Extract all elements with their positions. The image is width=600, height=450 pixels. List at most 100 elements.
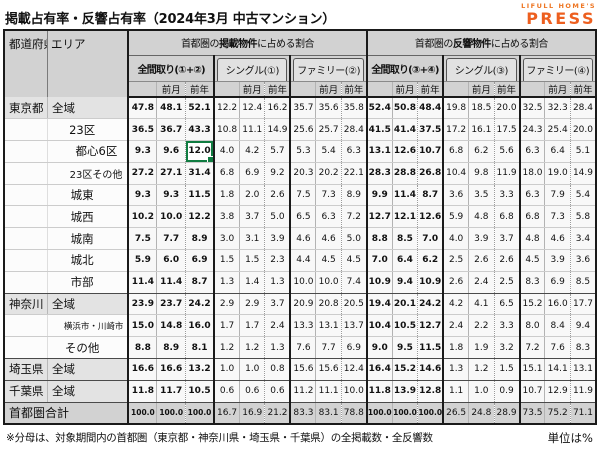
response-family-header[interactable]: ファミリー(④) xyxy=(518,55,596,81)
value-cell[interactable]: 4.2 xyxy=(442,293,469,316)
value-cell[interactable]: 1.0 xyxy=(468,380,495,403)
value-cell[interactable]: 15.1 xyxy=(518,358,545,381)
value-cell[interactable]: 4.8 xyxy=(468,205,495,229)
value-cell[interactable]: 4.5 xyxy=(518,249,545,272)
value-cell[interactable]: 23.7 xyxy=(156,293,186,316)
response-single-header[interactable]: シングル(③) xyxy=(442,55,520,81)
value-cell[interactable]: 83.3 xyxy=(289,402,316,425)
value-cell[interactable]: 5.7 xyxy=(264,140,291,163)
value-cell[interactable]: 27.2 xyxy=(127,162,157,185)
value-cell[interactable]: 6.9 xyxy=(239,162,265,185)
value-cell[interactable]: 3.0 xyxy=(213,227,240,251)
value-cell[interactable]: 16.7 xyxy=(213,402,240,425)
value-cell[interactable]: 1.7 xyxy=(213,314,240,338)
value-cell[interactable]: 0.8 xyxy=(264,358,291,381)
value-cell[interactable]: 19.0 xyxy=(544,162,571,185)
value-cell[interactable]: 15.2 xyxy=(391,358,418,381)
value-cell[interactable]: 20.0 xyxy=(493,97,520,120)
prev-month-subheader[interactable]: 前月 xyxy=(156,80,186,98)
value-cell[interactable]: 1.1 xyxy=(442,380,469,403)
value-cell[interactable]: 3.6 xyxy=(442,184,469,207)
value-cell[interactable]: 2.5 xyxy=(493,271,520,294)
value-cell[interactable]: 10.0 xyxy=(156,205,186,229)
value-cell[interactable]: 10.7 xyxy=(518,380,545,403)
value-cell[interactable]: 13.9 xyxy=(391,380,418,403)
listing-single-header[interactable]: シングル(①) xyxy=(213,55,291,81)
value-cell[interactable]: 12.8 xyxy=(417,380,444,403)
prev-year-subheader[interactable]: 前年 xyxy=(417,80,444,98)
value-cell[interactable]: 35.7 xyxy=(289,97,316,120)
value-cell[interactable]: 19.4 xyxy=(365,293,393,316)
value-cell[interactable]: 12.7 xyxy=(417,314,444,338)
value-cell[interactable]: 4.2 xyxy=(239,140,265,163)
value-cell[interactable]: 3.6 xyxy=(569,249,596,272)
value-cell[interactable]: 10.4 xyxy=(442,162,469,185)
value-cell[interactable]: 52.1 xyxy=(185,97,215,120)
row-label[interactable]: 神奈川 全域 xyxy=(4,293,129,316)
value-cell[interactable]: 1.0 xyxy=(239,358,265,381)
value-cell[interactable]: 7.3 xyxy=(544,205,571,229)
value-cell[interactable]: 5.0 xyxy=(264,205,291,229)
value-cell[interactable]: 13.1 xyxy=(569,358,596,381)
value-cell[interactable]: 21.2 xyxy=(264,402,291,425)
value-cell[interactable]: 0.6 xyxy=(239,380,265,403)
selected-cell[interactable]: 12.0 xyxy=(185,140,215,163)
value-cell[interactable]: 8.9 xyxy=(340,184,367,207)
value-cell[interactable]: 3.5 xyxy=(468,184,495,207)
value-cell[interactable]: 12.2 xyxy=(185,205,215,229)
listing-family-header[interactable]: ファミリー(②) xyxy=(289,55,367,81)
value-cell[interactable]: 8.0 xyxy=(518,314,545,338)
value-cell[interactable]: 4.5 xyxy=(340,249,367,272)
value-cell[interactable]: 9.3 xyxy=(127,140,157,163)
value-cell[interactable]: 8.7 xyxy=(417,184,444,207)
value-cell[interactable]: 8.7 xyxy=(185,271,215,294)
value-cell[interactable]: 6.4 xyxy=(544,140,571,163)
row-label[interactable]: 埼玉県 全域 xyxy=(4,358,129,381)
value-cell[interactable]: 73.5 xyxy=(518,402,545,425)
value-cell[interactable]: 1.2 xyxy=(468,358,495,381)
row-label[interactable]: 23区 xyxy=(4,118,129,142)
value-cell[interactable]: 2.5 xyxy=(442,249,469,272)
value-cell[interactable]: 100.0 xyxy=(417,402,444,425)
current-month-subheader[interactable] xyxy=(127,80,157,98)
value-cell[interactable]: 7.4 xyxy=(340,271,367,294)
value-cell[interactable]: 10.9 xyxy=(365,271,393,294)
value-cell[interactable]: 10.2 xyxy=(127,205,157,229)
value-cell[interactable]: 20.5 xyxy=(340,293,367,316)
value-cell[interactable]: 27.1 xyxy=(156,162,186,185)
value-cell[interactable]: 25.6 xyxy=(289,118,316,142)
current-month-subheader[interactable] xyxy=(518,80,545,98)
value-cell[interactable]: 32.5 xyxy=(518,97,545,120)
row-label[interactable]: 千葉県 全域 xyxy=(4,380,129,403)
value-cell[interactable]: 28.4 xyxy=(340,118,367,142)
response-all-layouts-header[interactable]: 全間取り(③+④) xyxy=(365,55,444,81)
value-cell[interactable]: 26.8 xyxy=(417,162,444,185)
value-cell[interactable]: 5.3 xyxy=(289,140,316,163)
value-cell[interactable]: 13.2 xyxy=(185,358,215,381)
value-cell[interactable]: 20.1 xyxy=(391,293,418,316)
value-cell[interactable]: 6.2 xyxy=(417,249,444,272)
value-cell[interactable]: 20.2 xyxy=(315,162,342,185)
value-cell[interactable]: 6.0 xyxy=(156,249,186,272)
value-cell[interactable]: 9.0 xyxy=(365,336,393,360)
value-cell[interactable]: 12.4 xyxy=(239,97,265,120)
value-cell[interactable]: 20.0 xyxy=(569,118,596,142)
value-cell[interactable]: 26.5 xyxy=(442,402,469,425)
value-cell[interactable]: 1.4 xyxy=(239,271,265,294)
value-cell[interactable]: 5.4 xyxy=(315,140,342,163)
value-cell[interactable]: 28.9 xyxy=(493,402,520,425)
value-cell[interactable]: 9.3 xyxy=(156,184,186,207)
value-cell[interactable]: 8.3 xyxy=(518,271,545,294)
value-cell[interactable]: 7.2 xyxy=(518,336,545,360)
value-cell[interactable]: 8.9 xyxy=(156,336,186,360)
value-cell[interactable]: 9.9 xyxy=(365,184,393,207)
value-cell[interactable]: 6.8 xyxy=(442,140,469,163)
value-cell[interactable]: 2.0 xyxy=(239,184,265,207)
value-cell[interactable]: 8.5 xyxy=(391,227,418,251)
value-cell[interactable]: 7.9 xyxy=(544,184,571,207)
prev-year-subheader[interactable]: 前年 xyxy=(569,80,596,98)
value-cell[interactable]: 18.0 xyxy=(518,162,545,185)
value-cell[interactable]: 10.5 xyxy=(185,380,215,403)
value-cell[interactable]: 7.3 xyxy=(315,184,342,207)
value-cell[interactable]: 7.0 xyxy=(365,249,393,272)
